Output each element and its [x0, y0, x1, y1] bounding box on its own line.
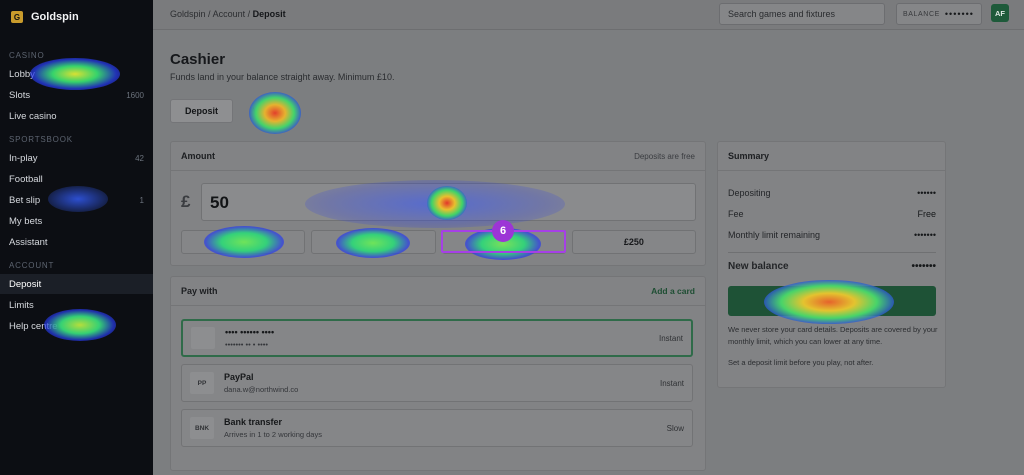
card-icon — [191, 327, 215, 349]
balance-display[interactable]: BALANCE ••••••• — [896, 3, 982, 25]
sidebar-item-count: 42 — [135, 153, 144, 163]
payment-method-card[interactable]: •••• •••••• •••• ••••••• •• • •••• Insta… — [181, 319, 693, 357]
payment-method-detail: Arrives in 1 to 2 working days — [224, 430, 322, 439]
summary-value: •••••• — [917, 188, 936, 198]
payment-method-speed: Instant — [659, 378, 684, 388]
breadcrumb-separator: / — [247, 9, 251, 19]
sidebar-item-label: Help centre — [9, 320, 58, 332]
sidebar-item-live-casino[interactable]: Live casino — [0, 106, 153, 126]
sidebar-item-label: Slots — [9, 89, 31, 101]
new-balance-label: New balance — [728, 261, 789, 272]
payment-method-name: •••• •••••• •••• — [225, 327, 275, 337]
sidebar-item-slots[interactable]: Slots 1600 — [0, 85, 153, 105]
page-subtitle: Funds land in your balance straight away… — [170, 72, 395, 82]
sidebar-item-football[interactable]: Football — [0, 169, 153, 189]
summary-row-fee: Fee Free — [728, 209, 936, 219]
breadcrumb: Goldspin / Account / Deposit — [170, 9, 286, 19]
payment-method-name: Bank transfer — [224, 417, 283, 427]
page-title: Cashier — [170, 51, 226, 68]
sidebar-item-my-bets[interactable]: My bets — [0, 211, 153, 231]
pay-with-header: Pay with Add a card — [171, 277, 705, 306]
topbar: Goldspin / Account / Deposit Search game… — [153, 0, 1024, 30]
preset-250-button[interactable]: £250 — [571, 230, 696, 254]
amount-card: Amount Deposits are free £ 50 £20 £50 £1… — [170, 141, 706, 266]
bank-icon: BNK — [190, 417, 214, 439]
summary-heading: Summary — [728, 151, 770, 161]
sidebar-item-label: In-play — [9, 152, 38, 164]
preset-20-button[interactable]: £20 — [181, 230, 306, 254]
pay-with-heading: Pay with — [181, 286, 218, 296]
amount-heading: Amount — [181, 151, 215, 161]
deposit-limit-note: Set a deposit limit before you play, not… — [728, 358, 874, 367]
sidebar-item-limits[interactable]: Limits — [0, 295, 153, 315]
brand[interactable]: G Goldspin — [0, 0, 153, 34]
add-card-link[interactable]: Add a card — [651, 286, 695, 296]
amount-card-header: Amount Deposits are free — [171, 142, 705, 171]
payment-method-name: PayPal — [224, 372, 254, 382]
currency-symbol: £ — [181, 192, 191, 211]
preset-amounts: £20 £50 £100 £250 — [181, 230, 696, 254]
sidebar-item-help-centre[interactable]: Help centre — [0, 316, 153, 336]
preset-50-button[interactable]: £50 — [311, 230, 436, 254]
sidebar-item-deposit[interactable]: Deposit — [0, 274, 153, 294]
sidebar-item-label: Live casino — [9, 110, 57, 122]
breadcrumb-goldspin[interactable]: Goldspin — [170, 9, 206, 19]
payment-method-bank[interactable]: BNK Bank transfer Arrives in 1 to 2 work… — [181, 409, 693, 447]
sidebar-item-assistant[interactable]: Assistant — [0, 232, 153, 252]
paypal-icon: PP — [190, 372, 214, 394]
sidebar-item-label: Football — [9, 173, 43, 185]
sidebar-item-bet-slip[interactable]: Bet slip 1 — [0, 190, 153, 210]
pay-with-card: Pay with Add a card •••• •••••• •••• •••… — [170, 276, 706, 471]
summary-row-new-balance: New balance ••••••• — [728, 261, 936, 272]
balance-label: BALANCE — [903, 10, 940, 18]
tab-deposit[interactable]: Deposit — [170, 99, 234, 123]
payment-method-paypal[interactable]: PP PayPal dana.w@northwind.co Instant — [181, 364, 693, 402]
summary-label: Depositing — [728, 188, 771, 198]
sidebar-item-label: Bet slip — [9, 194, 41, 206]
sidebar-item-label: Limits — [9, 299, 34, 311]
goldspin-logo-icon: G — [11, 11, 23, 23]
cashier-tabs: Deposit Withdraw — [170, 99, 302, 126]
summary-row-depositing: Depositing •••••• — [728, 188, 936, 198]
summary-value: Free — [917, 209, 936, 219]
sidebar-item-lobby[interactable]: Lobby — [0, 64, 153, 84]
amount-row: £ 50 — [181, 183, 696, 221]
tab-withdraw[interactable]: Withdraw — [253, 106, 291, 116]
payment-method-detail: dana.w@northwind.co — [224, 385, 299, 394]
payment-method-speed: Slow — [666, 423, 684, 433]
payment-method-detail: ••••••• •• • •••• — [225, 340, 269, 349]
summary-header: Summary — [718, 142, 945, 171]
summary-label: Fee — [728, 209, 744, 219]
summary-value: ••••••• — [913, 230, 936, 240]
breadcrumb-separator: / — [208, 9, 211, 19]
summary-row-monthly-limit: Monthly limit remaining ••••••• — [728, 230, 936, 240]
summary-card: Summary Depositing •••••• Fee Free Month… — [717, 141, 946, 388]
sidebar-item-label: Lobby — [9, 68, 35, 80]
sidebar-item-label: Assistant — [9, 236, 48, 248]
breadcrumb-account[interactable]: Account — [212, 9, 246, 19]
section-heading-casino: CASINO — [9, 51, 45, 60]
summary-label: Monthly limit remaining — [728, 230, 821, 240]
breadcrumb-current: Deposit — [252, 9, 286, 19]
sidebar-item-label: My bets — [9, 215, 43, 227]
section-heading-sportsbook: SPORTSBOOK — [9, 135, 73, 144]
avatar[interactable]: AF — [991, 4, 1009, 22]
summary-divider — [728, 252, 936, 253]
balance-value: ••••••• — [944, 9, 974, 19]
sidebar-item-in-play[interactable]: In-play 42 — [0, 148, 153, 168]
new-balance-value: ••••••• — [911, 261, 936, 272]
amount-note: Deposits are free — [634, 151, 695, 161]
sidebar-item-count: 1 — [139, 195, 144, 205]
search-input[interactable]: Search games and fixtures — [719, 3, 885, 25]
sidebar: G Goldspin CASINO Lobby Slots 1600 Live … — [0, 0, 153, 475]
payment-method-speed: Instant — [658, 333, 683, 343]
sidebar-item-label: Deposit — [9, 278, 42, 290]
section-heading-account: ACCOUNT — [9, 261, 55, 270]
brand-name: Goldspin — [31, 11, 79, 23]
confirm-deposit-button[interactable]: Confirm deposit — [728, 286, 936, 316]
heatmap-marker: 6 — [492, 220, 514, 242]
amount-input[interactable]: 50 — [201, 183, 696, 221]
card-storage-note: We never store your card details. Deposi… — [728, 325, 938, 346]
sidebar-item-count: 1600 — [126, 90, 144, 100]
